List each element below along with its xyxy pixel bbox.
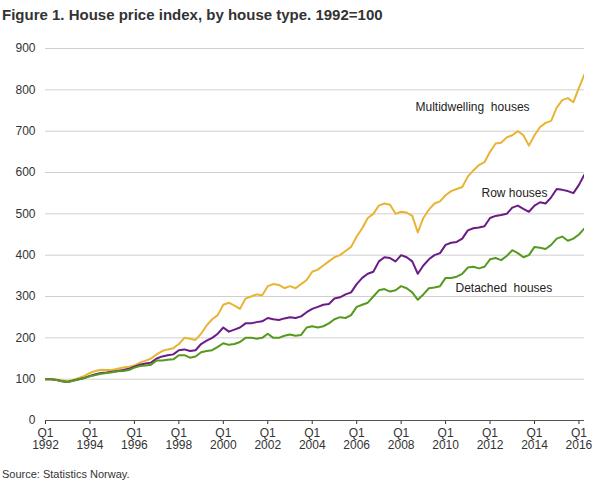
svg-text:0: 0	[29, 413, 36, 427]
svg-text:400: 400	[15, 248, 35, 262]
svg-text:300: 300	[15, 289, 35, 303]
svg-text:Detached houses: Detached houses	[456, 281, 553, 295]
html-text:Source: Statistics Norway.: Source: Statistics Norway.	[2, 468, 130, 480]
svg-text:Q12008: Q12008	[388, 426, 415, 452]
svg-text:Q12000: Q12000	[210, 426, 237, 452]
svg-text:Multidwelling houses: Multidwelling houses	[416, 100, 530, 114]
svg-text:500: 500	[15, 207, 35, 221]
svg-text:900: 900	[15, 41, 35, 55]
svg-text:Q12010: Q12010	[432, 426, 459, 452]
svg-text:Q11996: Q11996	[121, 426, 148, 452]
svg-text:Q11994: Q11994	[77, 426, 104, 452]
svg-text:Q12014: Q12014	[521, 426, 548, 452]
svg-text:Q11992: Q11992	[32, 426, 59, 452]
svg-text:200: 200	[15, 331, 35, 345]
svg-text:800: 800	[15, 83, 35, 97]
svg-text:Q12012: Q12012	[477, 426, 504, 452]
svg-text:700: 700	[15, 124, 35, 138]
svg-text:Q11998: Q11998	[166, 426, 193, 452]
svg-text:Q12016: Q12016	[566, 426, 593, 452]
svg-text:100: 100	[15, 372, 35, 386]
svg-text:Q12006: Q12006	[343, 426, 370, 452]
svg-text:Row houses: Row houses	[482, 186, 548, 200]
svg-text:Q12004: Q12004	[299, 426, 326, 452]
html-text:Figure 1. House price index, b: Figure 1. House price index, by house ty…	[2, 6, 383, 23]
svg-text:600: 600	[15, 165, 35, 179]
svg-text:Q12002: Q12002	[254, 426, 281, 452]
